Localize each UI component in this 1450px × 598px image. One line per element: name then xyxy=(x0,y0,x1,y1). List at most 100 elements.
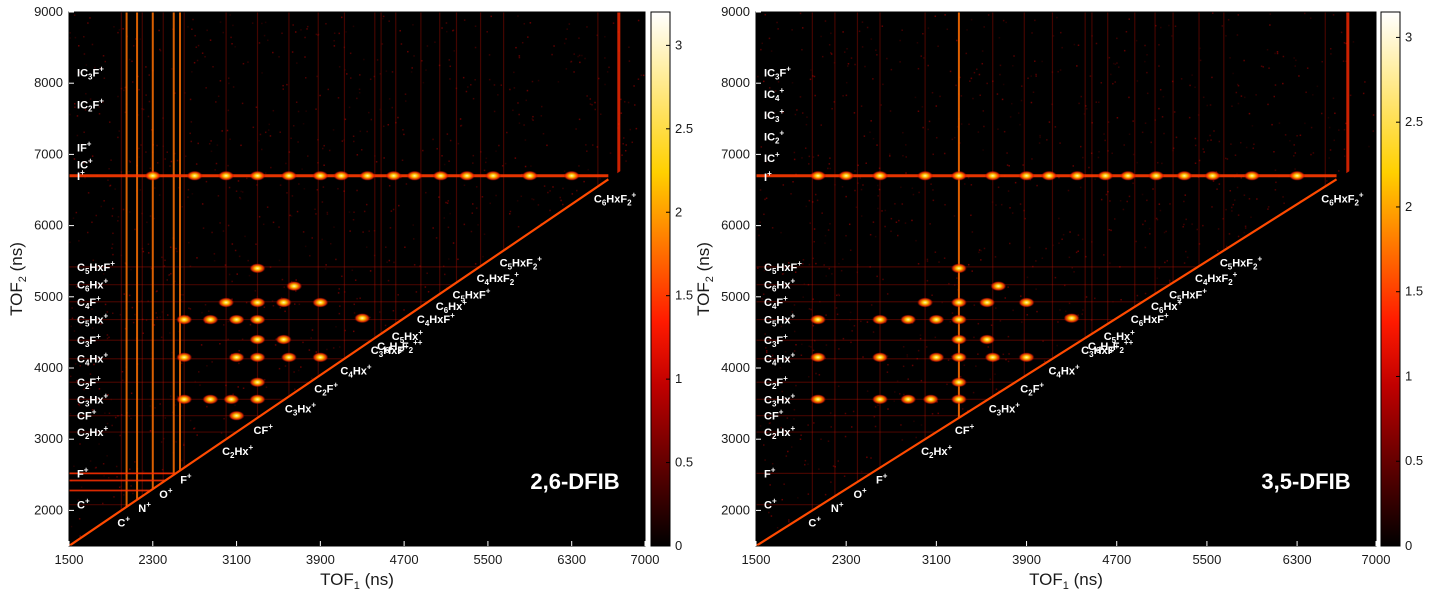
coincidence-spot xyxy=(228,352,245,363)
coincidence-spot xyxy=(950,297,967,308)
x-tick-label: 1500 xyxy=(55,552,84,567)
colorbar-tick-label: 3 xyxy=(1405,29,1412,44)
colorbar-tick-label: 2.5 xyxy=(675,121,693,136)
coincidence-spot xyxy=(218,297,235,308)
coincidence-spot xyxy=(872,314,888,325)
colorbar-tick-label: 1.5 xyxy=(1405,284,1423,299)
x-tick-label: 1500 xyxy=(742,552,771,567)
coincidence-spot xyxy=(950,334,967,345)
ion-label: C2F+ xyxy=(77,374,101,391)
x-tick-label: 3100 xyxy=(222,552,251,567)
y-axis-title: TOF2 (ns) xyxy=(7,242,29,316)
coincidence-spot xyxy=(312,170,329,181)
x-tick-label: 7000 xyxy=(1362,552,1391,567)
ion-label: C2F+ xyxy=(764,374,788,391)
y-tick-label: 7000 xyxy=(34,146,63,161)
diagonal-ion-label: C5HxF2+ xyxy=(1220,255,1263,272)
diagonal-ion-label: C6HxF+ xyxy=(1131,311,1169,328)
y-tick-label: 6000 xyxy=(721,218,750,233)
coincidence-spot xyxy=(176,394,193,405)
diagonal-ion-label: C3Hx+ xyxy=(989,400,1020,417)
coincidence-spot xyxy=(917,297,934,308)
coincidence-spot xyxy=(458,170,475,181)
coincidence-spot xyxy=(872,170,888,181)
coincidence-spot xyxy=(280,352,297,363)
ion-label: C5Hx+ xyxy=(764,312,795,329)
y-tick-label: 8000 xyxy=(721,75,750,90)
y-tick-label: 9000 xyxy=(721,4,750,19)
diagonal-ion-label: C4Hx+ xyxy=(340,363,371,380)
x-tick-label: 2300 xyxy=(138,552,167,567)
x-tick-label: 4700 xyxy=(1102,552,1131,567)
diagonal-ion-label: C4Hx+ xyxy=(1048,363,1079,380)
ion-label: IC2+ xyxy=(764,129,784,146)
coincidence-spot xyxy=(249,352,266,363)
ion-label: C6Hx+ xyxy=(764,277,795,294)
y-tick-label: 2000 xyxy=(721,502,750,517)
diagonal-ion-label: C5HxF+ xyxy=(1169,287,1207,304)
ion-label: C2Hx+ xyxy=(77,424,108,441)
plot-area xyxy=(69,12,645,546)
coincidence-spot xyxy=(928,314,945,325)
ion-label: C3Hx+ xyxy=(764,391,795,408)
coincidence-spot xyxy=(223,394,240,405)
coincidence-spot xyxy=(810,352,826,363)
coincidence-spot xyxy=(1204,170,1221,181)
ion-label: CF+ xyxy=(77,408,97,423)
coincidence-spot xyxy=(249,394,266,405)
coincidence-spot xyxy=(228,314,245,325)
ion-label: IC4+ xyxy=(764,86,784,103)
coincidence-spot xyxy=(979,334,996,345)
diagonal-ion-label: F+ xyxy=(180,472,192,487)
coincidence-spot xyxy=(900,394,917,405)
diagonal-ion-label: C4HxF+ xyxy=(417,311,455,328)
coincidence-spot xyxy=(249,377,266,388)
coincidence-spot xyxy=(810,314,826,325)
ion-label: C+ xyxy=(764,497,777,512)
colorbar-tick-label: 1 xyxy=(1405,368,1412,383)
y-tick-label: 4000 xyxy=(721,360,750,375)
coincidence-spot xyxy=(950,170,967,181)
ion-label: C4Hx+ xyxy=(764,351,795,368)
colorbar-tick-label: 0.5 xyxy=(1405,453,1423,468)
axes-frame xyxy=(755,11,1377,547)
sample-label: 3,5-DFIB xyxy=(1261,469,1350,494)
ion-label: C6Hx+ xyxy=(77,277,108,294)
colorbar-tick-label: 0 xyxy=(1405,538,1412,553)
coincidence-spot xyxy=(950,314,967,325)
coincidence-spot xyxy=(286,281,303,292)
coincidence-spot xyxy=(872,394,888,405)
x-tick-label: 6300 xyxy=(557,552,586,567)
coincidence-spot xyxy=(950,352,967,363)
diagonal-ion-label: C3HxF+ xyxy=(371,342,409,359)
ion-label: C5Hx+ xyxy=(77,312,108,329)
y-tick-label: 3000 xyxy=(34,431,63,446)
diagonal-ion-label: C2Hx+ xyxy=(222,443,253,460)
colorbar xyxy=(1380,11,1401,547)
coincidence-spot xyxy=(928,352,945,363)
coincidence-spot xyxy=(228,410,245,421)
diagonal-ion-label: C2F+ xyxy=(314,381,338,398)
coincidence-spot xyxy=(275,297,292,308)
coincidence-spot xyxy=(1069,170,1086,181)
ion-label: IC+ xyxy=(77,156,93,171)
coincidence-spot xyxy=(249,314,266,325)
coincidence-spot xyxy=(333,170,350,181)
coincidence-spot xyxy=(176,352,193,363)
ion-label: F+ xyxy=(77,465,89,480)
y-tick-label: 4000 xyxy=(34,360,63,375)
x-tick-label: 4700 xyxy=(390,552,419,567)
x-tick-label: 3100 xyxy=(922,552,951,567)
coincidence-spot xyxy=(521,170,538,181)
coincidence-spot xyxy=(1120,170,1136,181)
coincidence-spot xyxy=(359,170,376,181)
ion-label: IC3F+ xyxy=(764,65,791,82)
axes-frame xyxy=(68,11,646,547)
ion-label: C3Hx+ xyxy=(77,391,108,408)
y-tick-label: 3000 xyxy=(721,431,750,446)
ion-label: C3F+ xyxy=(77,332,101,349)
coincidence-spot xyxy=(280,170,297,181)
coincidence-spot xyxy=(917,170,934,181)
diagonal-ion-label: C5HxF+ xyxy=(452,287,490,304)
coincidence-spot xyxy=(979,297,996,308)
